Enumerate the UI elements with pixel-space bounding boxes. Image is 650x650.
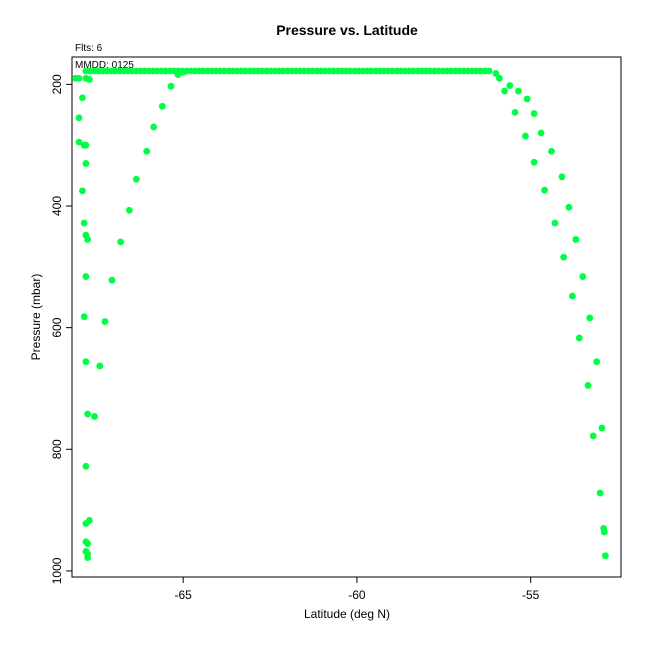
data-point bbox=[82, 160, 90, 167]
data-point bbox=[75, 114, 83, 122]
y-axis: 200 400 600 800 1000 bbox=[50, 74, 72, 584]
data-point bbox=[586, 314, 594, 322]
x-tick-label: -60 bbox=[348, 588, 366, 602]
data-point bbox=[82, 273, 90, 280]
data-point bbox=[575, 334, 583, 342]
data-point bbox=[560, 253, 568, 261]
data-point bbox=[530, 158, 538, 166]
data-point bbox=[79, 94, 86, 102]
x-axis: -65 -60 -55 bbox=[175, 577, 540, 602]
data-point bbox=[589, 432, 597, 440]
data-point bbox=[82, 141, 90, 149]
data-point bbox=[593, 358, 601, 366]
y-tick-label: 200 bbox=[50, 74, 64, 94]
data-point bbox=[492, 70, 500, 77]
data-point bbox=[522, 132, 529, 140]
data-point bbox=[132, 175, 140, 183]
data-point bbox=[572, 236, 580, 243]
data-point bbox=[523, 95, 531, 103]
data-point bbox=[579, 273, 587, 280]
data-point bbox=[530, 110, 538, 117]
data-point bbox=[565, 203, 573, 211]
chart-title: Pressure vs. Latitude bbox=[276, 22, 418, 38]
data-point bbox=[568, 292, 576, 300]
y-tick-label: 600 bbox=[50, 317, 64, 337]
data-point bbox=[85, 517, 93, 524]
data-point bbox=[501, 87, 508, 95]
data-point bbox=[158, 102, 166, 110]
data-point bbox=[584, 382, 592, 389]
y-axis-label: Pressure (mbar) bbox=[29, 274, 43, 361]
plot-frame bbox=[71, 56, 622, 578]
data-point bbox=[75, 138, 83, 146]
data-point bbox=[601, 552, 609, 560]
data-point bbox=[75, 74, 83, 82]
data-point bbox=[174, 71, 182, 79]
data-point bbox=[537, 129, 545, 137]
data-point bbox=[80, 219, 88, 227]
data-point bbox=[108, 276, 116, 284]
data-point bbox=[96, 362, 104, 370]
data-point bbox=[515, 87, 522, 95]
data-point bbox=[84, 236, 92, 243]
data-point bbox=[598, 424, 606, 432]
date-annotation: MMDD: 0125 bbox=[75, 60, 134, 71]
y-tick-label: 800 bbox=[50, 439, 64, 459]
y-tick-label: 1000 bbox=[50, 557, 64, 584]
data-point bbox=[125, 206, 133, 214]
data-point bbox=[85, 76, 93, 83]
data-point bbox=[558, 173, 566, 181]
data-point bbox=[600, 528, 608, 536]
data-point bbox=[101, 318, 109, 325]
data-points bbox=[72, 67, 609, 561]
data-point bbox=[548, 147, 555, 155]
data-point bbox=[91, 413, 98, 420]
flights-label: Flts: 6 bbox=[75, 43, 103, 54]
data-point bbox=[79, 187, 86, 195]
data-point bbox=[84, 554, 92, 561]
x-tick-label: -55 bbox=[522, 588, 540, 602]
data-point bbox=[80, 313, 88, 321]
x-axis-label: Latitude (deg N) bbox=[304, 607, 390, 621]
data-point bbox=[150, 123, 158, 131]
data-point bbox=[551, 219, 559, 227]
data-point bbox=[179, 68, 187, 76]
data-point bbox=[167, 82, 175, 90]
data-point bbox=[117, 238, 125, 246]
data-point bbox=[485, 67, 493, 75]
data-point bbox=[541, 186, 548, 194]
data-point bbox=[84, 540, 92, 547]
data-point bbox=[511, 108, 519, 116]
data-point bbox=[495, 74, 503, 82]
data-point bbox=[82, 462, 90, 470]
y-tick-label: 400 bbox=[50, 196, 64, 216]
data-point bbox=[143, 147, 151, 155]
data-point bbox=[82, 358, 90, 366]
x-tick-label: -65 bbox=[175, 588, 193, 602]
data-point bbox=[596, 489, 604, 497]
data-point bbox=[84, 410, 92, 418]
data-point bbox=[506, 82, 514, 89]
